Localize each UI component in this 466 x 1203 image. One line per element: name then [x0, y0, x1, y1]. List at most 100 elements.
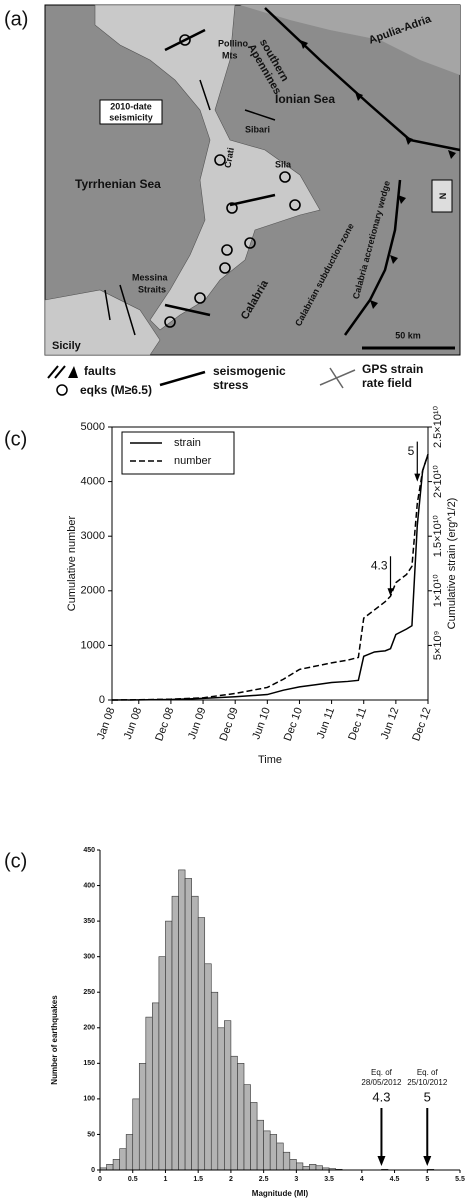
y-tick-label: 0	[91, 1167, 95, 1174]
label: stress	[213, 378, 249, 392]
x-tick-label: 5.5	[455, 1176, 465, 1183]
x-tick-label: Dec 11	[346, 706, 369, 742]
label: rate field	[362, 376, 412, 390]
label: seismogenic	[213, 364, 286, 378]
bar	[277, 1143, 284, 1170]
y-tick-label: 400	[83, 882, 95, 889]
y-tick-label: 5000	[81, 421, 105, 433]
x-tick-label: Jun 10	[250, 706, 273, 741]
legend-gps-icon	[330, 368, 343, 388]
x-tick-label: Dec 08	[153, 706, 176, 743]
y-tick-label: 300	[83, 954, 95, 961]
bar	[290, 1159, 297, 1170]
y-axis-title: Number of earthquakes	[50, 995, 59, 1085]
y-tick-label: 350	[83, 918, 95, 925]
label: N	[438, 193, 448, 200]
bar	[113, 1159, 120, 1170]
label: Messina	[132, 272, 169, 282]
legend-thrust-icon	[68, 366, 78, 378]
legend-eq-icon	[57, 385, 67, 395]
x-tick-label: 3	[294, 1176, 298, 1183]
y-tick-label: 250	[83, 989, 95, 996]
label: Mts	[222, 50, 238, 60]
legend-gps-icon	[320, 370, 355, 385]
label: Straits	[138, 284, 166, 294]
bar	[152, 1003, 159, 1170]
series-line	[112, 454, 428, 700]
y2-tick-label: 1×10¹⁰	[432, 574, 444, 607]
bar	[146, 1017, 153, 1170]
bar	[244, 1085, 251, 1170]
series-line	[112, 454, 428, 700]
y2-axis-title: Cumulative strain (erg^1/2)	[446, 498, 458, 630]
label: Sila	[275, 159, 292, 169]
x-tick-label: 5	[425, 1176, 429, 1183]
y2-tick-label: 2×10¹⁰	[432, 465, 444, 498]
bar	[303, 1166, 310, 1170]
y-tick-label: 150	[83, 1060, 95, 1067]
y-tick-label: 2000	[81, 585, 105, 597]
bar	[296, 1163, 303, 1170]
annotation-note: 28/05/2012	[361, 1078, 402, 1087]
annotation: 4.3	[371, 558, 388, 572]
y-tick-label: 200	[83, 1025, 95, 1032]
x-tick-label: 4.5	[390, 1176, 400, 1183]
x-tick-label: Jun 08	[122, 706, 145, 741]
bar	[283, 1152, 290, 1170]
x-tick-label: 4	[360, 1176, 364, 1183]
x-tick-label: Dec 09	[218, 706, 241, 743]
annotation-arrowhead	[388, 588, 394, 596]
bar	[139, 1063, 146, 1170]
bar	[257, 1120, 264, 1170]
annotation-note: Eq. of	[371, 1068, 393, 1077]
x-tick-label: 2.5	[259, 1176, 269, 1183]
x-tick-label: Jun 11	[315, 706, 337, 740]
label: seismicity	[109, 112, 153, 122]
bar	[205, 964, 212, 1170]
annotation: 5	[408, 444, 415, 458]
x-tick-label: 0.5	[128, 1176, 138, 1183]
panel-label: (c)	[4, 850, 27, 872]
bar	[270, 1134, 277, 1170]
legend-label: strain	[174, 437, 201, 449]
y-tick-label: 0	[99, 694, 105, 706]
bar	[120, 1149, 127, 1170]
label: 50 km	[395, 330, 421, 340]
panel-label: (c)	[4, 428, 27, 450]
legend-stress-icon	[160, 372, 205, 385]
x-tick-label: 1	[164, 1176, 168, 1183]
bar	[159, 957, 166, 1170]
label: 2010-date	[110, 101, 152, 111]
bar	[237, 1063, 244, 1170]
bar	[316, 1166, 323, 1170]
x-tick-label: Jan 08	[95, 706, 118, 741]
bar	[211, 992, 218, 1170]
annotation-arrowhead	[377, 1156, 385, 1166]
annotation: 4.3	[372, 1089, 390, 1104]
annotation-note: Eq. of	[417, 1068, 439, 1077]
y2-tick-label: 2.5×10¹⁰	[432, 405, 444, 448]
bar	[218, 1028, 225, 1170]
y-tick-label: 50	[87, 1131, 95, 1138]
bar	[133, 1099, 140, 1170]
bar	[192, 896, 199, 1170]
x-tick-label: Jun 12	[379, 706, 402, 741]
x-tick-label: 1.5	[193, 1176, 203, 1183]
panel-label: (a)	[4, 8, 28, 30]
x-axis-title: Magnitude (Ml)	[252, 1189, 309, 1198]
bar	[251, 1102, 258, 1170]
y2-tick-label: 1.5×10¹⁰	[432, 515, 444, 558]
bar	[309, 1164, 316, 1170]
y-tick-label: 450	[83, 847, 95, 854]
x-tick-label: Jun 09	[186, 706, 209, 741]
bar	[179, 870, 186, 1170]
y-tick-label: 3000	[81, 530, 105, 542]
legend-label: number	[174, 455, 212, 467]
x-tick-label: Dec 10	[282, 706, 305, 743]
bar	[126, 1134, 133, 1170]
annotation-note: 25/10/2012	[407, 1078, 448, 1087]
y-tick-label: 4000	[81, 476, 105, 488]
label: faults	[84, 364, 116, 378]
label: eqks (M≥6.5)	[80, 383, 152, 397]
x-tick-label: 3.5	[324, 1176, 334, 1183]
